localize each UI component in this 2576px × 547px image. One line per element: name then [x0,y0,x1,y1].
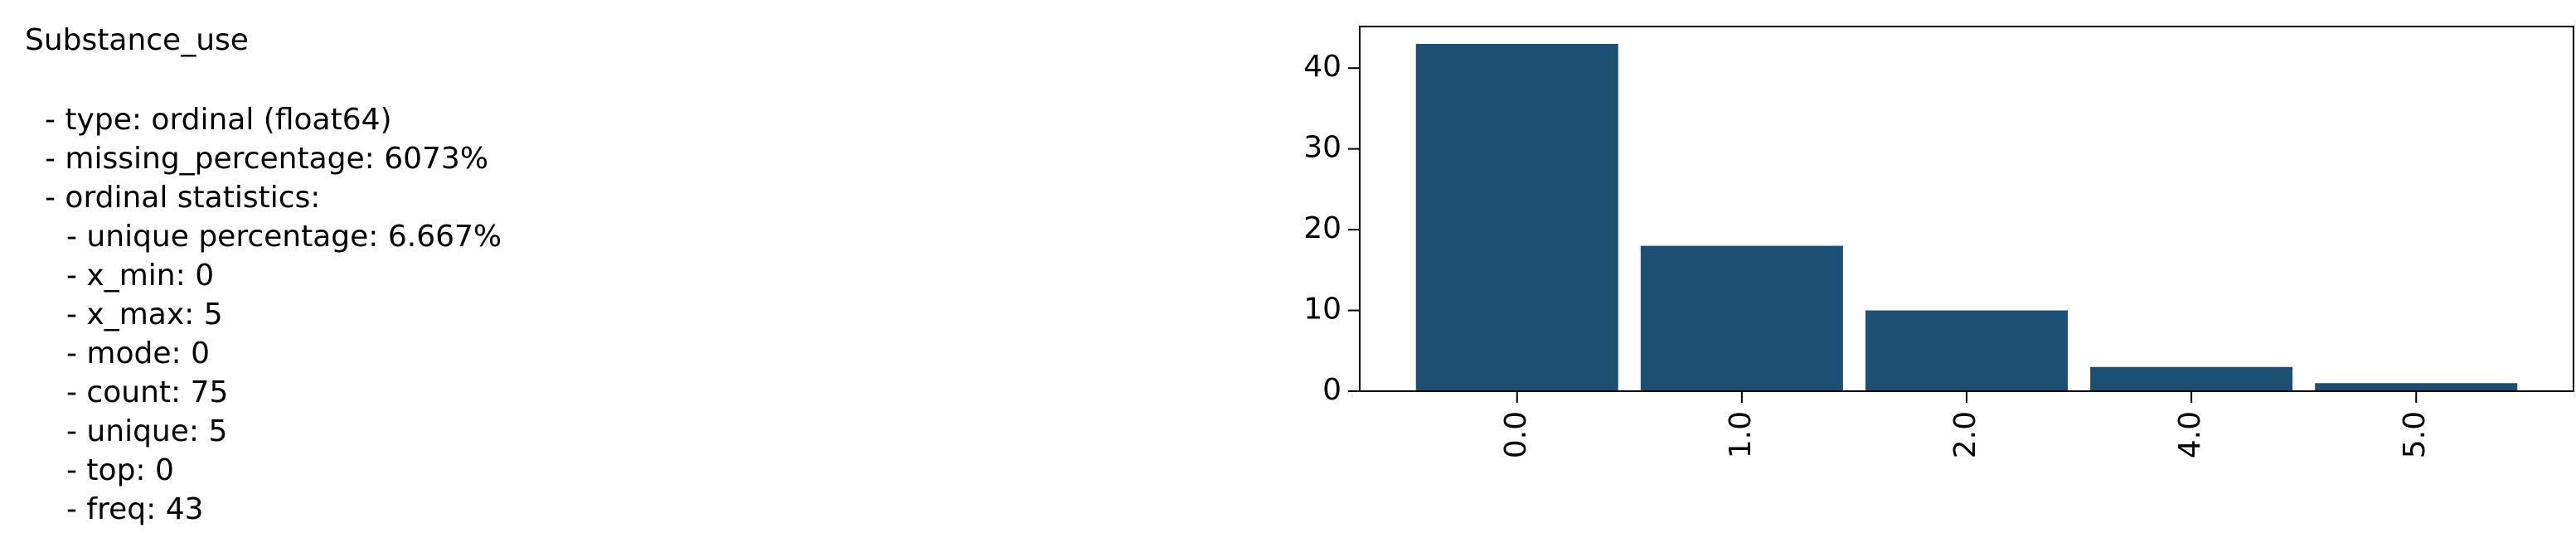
summary-item: - ordinal statistics: [45,181,320,215]
summary-title: Substance_use [25,23,249,57]
y-tick-label: 40 [1303,50,1341,84]
chart: 0 10 20 30 40 0.0 1.0 2.0 4.0 5.0 [1303,26,2574,458]
summary-item: - type: ordinal (float64) [45,103,392,137]
bar [2315,383,2518,391]
x-tick-label: 1.0 [1724,411,1758,458]
y-tick-label: 30 [1303,131,1341,165]
bar [1415,43,1618,391]
statistic-item: - count: 75 [66,375,228,409]
x-tick-label: 2.0 [1948,411,1982,458]
x-tick-label: 0.0 [1499,411,1533,458]
statistic-item: - unique: 5 [66,414,227,448]
y-tick-label: 10 [1303,293,1341,327]
x-tick-label: 5.0 [2398,411,2432,458]
bar [1640,245,1843,391]
statistic-item: - x_max: 5 [66,298,223,332]
bar [1865,310,2068,391]
x-tick-label: 4.0 [2173,411,2207,458]
plot-frame [1359,26,2574,392]
statistic-item: - top: 0 [66,453,174,487]
summary-list: - type: ordinal (float64) - missing_perce… [45,103,502,526]
statistic-item: - freq: 43 [66,492,204,526]
y-tick-label: 0 [1322,373,1341,407]
bar [2090,366,2293,391]
statistic-item: - x_min: 0 [66,259,214,293]
statistic-item: - mode: 0 [66,336,210,370]
statistic-item: - unique percentage: 6.667% [66,220,502,254]
y-tick-label: 20 [1303,211,1341,245]
summary-item: - missing_percentage: 6073% [45,142,488,176]
